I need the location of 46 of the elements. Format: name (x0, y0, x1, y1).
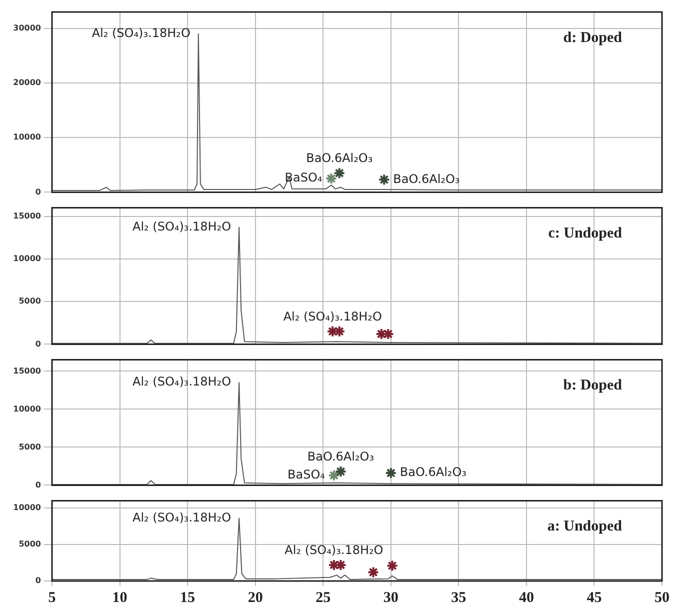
annotation: Al₂ (SO₄)₃.18H₂O (132, 510, 232, 524)
annotation: BaO.6Al₂O₃ (307, 450, 374, 464)
y-tick-label: 10000 (13, 404, 42, 414)
y-tick-label: 15000 (13, 211, 42, 220)
y-tick-label: 5000 (18, 296, 42, 306)
annotation: BaO.6Al₂O₃ (393, 172, 460, 186)
y-tick-label: 10000 (13, 132, 42, 142)
y-tick-label: 0 (35, 576, 42, 586)
point (378, 174, 390, 186)
y-tick-label: 0 (35, 187, 42, 196)
x-tick-label: 20 (248, 590, 263, 606)
annotation: Al₂ (SO₄)₃.18H₂O (284, 543, 384, 558)
x-tick-label: 50 (654, 590, 670, 606)
annotation: BaSO₄ (287, 467, 326, 482)
annotation: BaSO₄ (284, 170, 322, 185)
point (333, 167, 346, 180)
y-tick-label: 0 (35, 339, 42, 348)
annotation: Al₂ (SO₄)₃.18H₂O (132, 220, 232, 234)
x-tick-label: 30 (383, 590, 398, 606)
point (325, 172, 338, 185)
annotation: Al₂ (SO₄)₃.18H₂O (132, 374, 232, 389)
point (386, 560, 398, 572)
annotation: Al₂ (SO₄)₃.18H₂O (283, 310, 382, 324)
x-tick-label: 45 (586, 590, 602, 606)
y-tick-label: 15000 (13, 366, 42, 376)
annotation: a: Undoped (547, 518, 623, 535)
y-tick-label: 10000 (13, 254, 42, 264)
annotation: b: Doped (563, 378, 623, 394)
x-tick-label: 40 (518, 590, 534, 606)
annotation: d: Doped (563, 30, 623, 46)
annotation: BaO.6Al₂O₃ (306, 151, 373, 166)
annotation: Al₂ (SO₄)₃.18H₂O (92, 26, 190, 40)
y-tick-label: 30000 (13, 23, 42, 32)
point (367, 566, 380, 578)
y-tick-label: 10000 (13, 503, 42, 512)
y-tick-label: 5000 (18, 540, 42, 549)
x-tick-label: 25 (316, 590, 331, 606)
x-tick-label: 5 (48, 590, 56, 606)
x-tick-label: 35 (451, 590, 466, 606)
y-tick-label: 5000 (18, 442, 42, 452)
annotation: c: Undoped (548, 226, 623, 242)
y-tick-label: 20000 (13, 78, 42, 88)
x-tick-label: 15 (180, 590, 196, 606)
annotation: BaO.6Al₂O₃ (400, 465, 467, 480)
x-tick-label: 10 (112, 590, 128, 606)
y-tick-label: 0 (35, 480, 42, 490)
